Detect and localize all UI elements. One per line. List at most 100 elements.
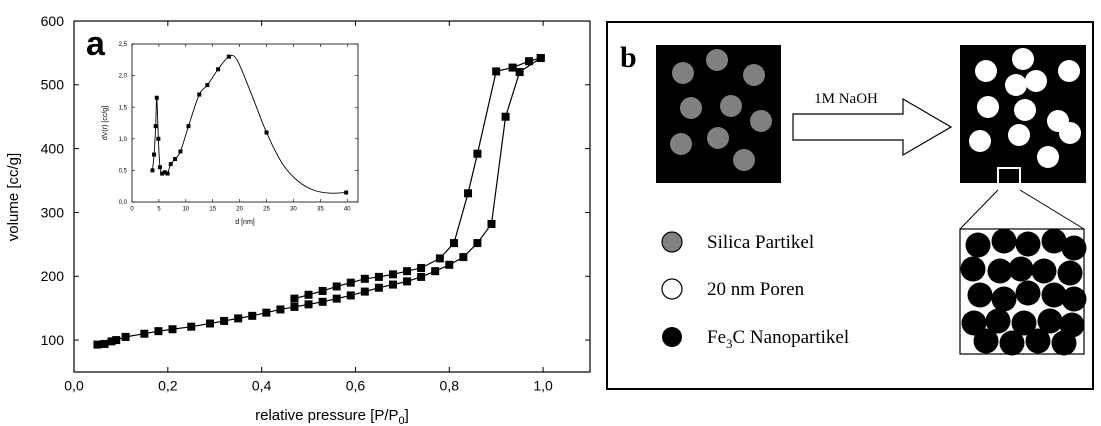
x-axis-title-sub: 0 (399, 415, 405, 426)
fe3c-particle (1057, 260, 1083, 286)
data-point (508, 63, 517, 72)
zoom-line-left (959, 189, 999, 230)
data-point (220, 316, 229, 325)
panel-b-schematic: b 1M NaOH (606, 21, 1094, 390)
silica-particle (707, 127, 729, 149)
silica-particle (706, 49, 728, 71)
fe3c-particle (1041, 282, 1067, 308)
data-point (403, 277, 412, 286)
pore (1012, 48, 1034, 70)
data-point (168, 325, 177, 334)
series-line (152, 54, 347, 194)
data-point (100, 339, 109, 348)
fe3c-particle (1011, 310, 1037, 336)
x-tick-label: 20 (236, 207, 243, 213)
silica-particle (743, 64, 765, 86)
data-point (290, 294, 299, 303)
data-point (525, 57, 534, 66)
fe3c-particle (1015, 280, 1041, 306)
data-point (154, 95, 159, 100)
data-point (216, 67, 221, 72)
plot-frame (73, 20, 591, 373)
data-point (112, 336, 121, 345)
data-point (445, 260, 454, 269)
y-tick-label: 2,5 (119, 42, 128, 48)
arrow-label: 1M NaOH (814, 91, 878, 107)
pore (1059, 122, 1081, 144)
x-axis-title-main: relative pressure [P/P (255, 407, 398, 424)
data-point (388, 280, 397, 289)
data-point (121, 332, 130, 341)
data-point (346, 291, 355, 300)
pore (975, 60, 997, 82)
y-tick-label: 600 (41, 13, 65, 29)
data-point (160, 171, 165, 176)
porous-block (960, 45, 1086, 183)
data-point (332, 294, 341, 303)
data-point (374, 283, 383, 292)
data-point (360, 274, 369, 283)
pore (969, 130, 991, 152)
fe3c-particle (1061, 286, 1087, 312)
fe3c-particle (973, 328, 999, 354)
data-point (276, 305, 285, 314)
fe3c-particle (987, 258, 1013, 284)
x-tick-label: 0,2 (158, 377, 178, 393)
data-point (156, 136, 161, 141)
data-point (417, 263, 426, 272)
data-point (165, 171, 170, 176)
data-point (487, 219, 496, 228)
data-point (186, 124, 191, 129)
data-point (403, 267, 412, 276)
data-point (93, 340, 102, 349)
series-line (294, 57, 541, 300)
fe3c-particle (999, 330, 1025, 356)
data-point (173, 157, 178, 162)
pore (1025, 70, 1047, 92)
y-axis-title: volume [cc/g] (5, 153, 22, 241)
data-point (262, 308, 271, 317)
x-tick-label: 10 (182, 207, 189, 213)
data-point (152, 152, 157, 157)
x-tick-label: 35 (317, 207, 324, 213)
x-axis-title-close: ] (405, 407, 409, 424)
data-point (154, 327, 163, 336)
data-point (234, 314, 243, 323)
x-tick-label: 0,0 (64, 377, 84, 393)
data-point (536, 54, 545, 63)
fe3c-particle (1031, 258, 1057, 284)
arrow-shape (792, 97, 953, 157)
data-point (374, 272, 383, 281)
data-point (157, 165, 162, 170)
x-tick-label: 5 (157, 207, 161, 213)
data-point (226, 54, 231, 59)
inset-axis-ticks: 0 5 10 15 20 25 30 35 40 0,0 0,5 1,0 1,5 2,0 2,5 (119, 42, 358, 213)
data-point (178, 149, 183, 154)
y-tick-label: 500 (41, 77, 65, 93)
fe3c-particle (967, 282, 993, 308)
x-tick-label: 0,8 (440, 377, 460, 393)
data-point (187, 322, 196, 331)
zoom-line-right (1019, 189, 1085, 230)
y-tick-label: 0,5 (119, 169, 128, 175)
legend-pore-marker (661, 278, 683, 300)
fe3c-particle (960, 256, 986, 282)
data-point (492, 67, 501, 76)
silica-particle (750, 110, 772, 132)
legend-silica-label: Silica Partikel (707, 232, 814, 253)
silica-particle (670, 133, 692, 155)
x-tick-label: 0 (130, 207, 134, 213)
data-point (140, 329, 149, 338)
fe3c-zoom-block (959, 228, 1087, 356)
data-point (206, 319, 215, 328)
silica-particle (680, 97, 702, 119)
data-point (344, 190, 349, 195)
fe3c-particle (991, 228, 1017, 254)
data-point (168, 162, 173, 167)
data-point (431, 267, 440, 276)
fe3c-particles (960, 228, 1087, 356)
pore (977, 96, 999, 118)
process-arrow: 1M NaOH (792, 91, 953, 157)
